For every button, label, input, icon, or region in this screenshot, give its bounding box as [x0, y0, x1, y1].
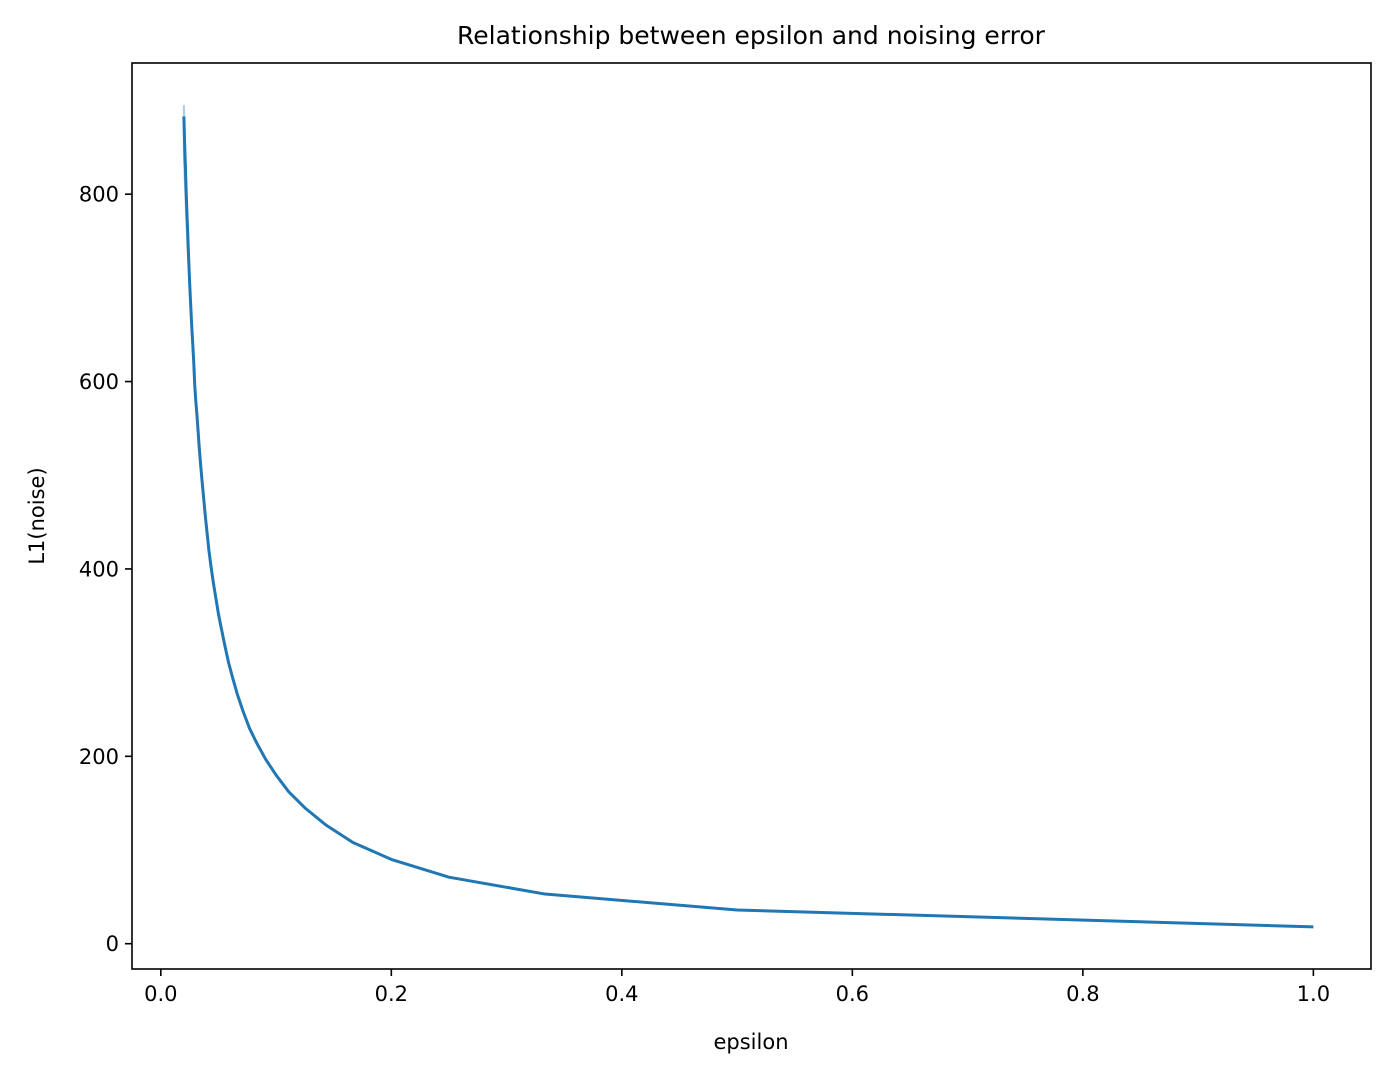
y-tick-label: 800	[79, 183, 119, 207]
x-tick-label: 0.8	[1066, 982, 1099, 1006]
x-tick-label: 0.2	[375, 982, 408, 1006]
x-axis-label: epsilon	[713, 1030, 788, 1054]
y-tick-label: 600	[79, 370, 119, 394]
x-tick-label: 1.0	[1297, 982, 1330, 1006]
series-line-layer	[182, 116, 1314, 929]
x-axis-ticks: 0.0 0.2 0.4 0.6 0.8 1.0	[144, 969, 1330, 1006]
y-axis-ticks: 0 200 400 600 800	[79, 183, 132, 956]
x-tick-label: 0.0	[144, 982, 177, 1006]
y-tick-label: 200	[79, 745, 119, 769]
chart-title: Relationship between epsilon and noising…	[457, 21, 1046, 50]
x-tick-label: 0.6	[836, 982, 869, 1006]
plot-frame	[131, 62, 1372, 970]
series-line	[182, 116, 1314, 929]
y-axis-label: L1(noise)	[25, 467, 49, 564]
x-tick-label: 0.4	[605, 982, 638, 1006]
y-tick-label: 0	[106, 932, 119, 956]
y-tick-label: 400	[79, 557, 119, 581]
